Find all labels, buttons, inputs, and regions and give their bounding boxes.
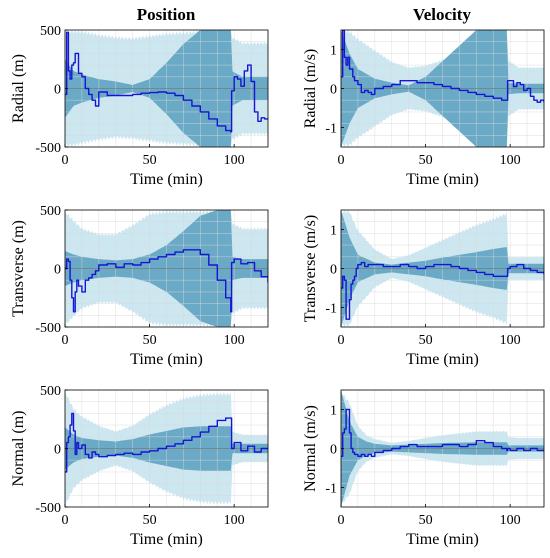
x-tick-label: 0	[338, 333, 345, 348]
column-title-velocity: Velocity	[413, 5, 471, 24]
y-tick-label: 0	[330, 83, 337, 98]
series-line	[341, 30, 544, 103]
chart-panel: 0 50 100 -1 0 1 Time (min) Transverse (m/s)	[302, 209, 545, 368]
x-tick-label: 0	[338, 513, 345, 528]
x-tick-label: 0	[338, 153, 345, 168]
plot-area	[341, 30, 544, 147]
x-tick-label: 50	[143, 513, 157, 528]
x-axis-label: Time (min)	[406, 171, 479, 188]
x-tick-label: 100	[224, 333, 245, 348]
x-tick-label: 100	[224, 513, 245, 528]
x-tick-label: 100	[500, 333, 521, 348]
x-tick-label: 50	[143, 333, 157, 348]
y-tick-label: 1	[330, 404, 337, 419]
y-tick-label: -500	[35, 501, 61, 516]
x-tick-label: 0	[62, 153, 69, 168]
y-tick-label: 0	[54, 263, 61, 278]
plot-area	[65, 390, 268, 507]
plot-area	[65, 30, 268, 147]
x-axis-label: Time (min)	[406, 351, 479, 368]
series-line	[341, 408, 544, 457]
y-tick-label: 0	[330, 263, 337, 278]
y-axis-label: Radial (m)	[10, 54, 27, 123]
x-tick-label: 100	[500, 153, 521, 168]
y-tick-label: 1	[330, 224, 337, 239]
x-axis-label: Time (min)	[130, 171, 203, 188]
y-tick-label: -1	[325, 302, 337, 317]
y-tick-label: 500	[40, 384, 61, 399]
x-axis-label: Time (min)	[130, 351, 203, 368]
y-tick-label: 1	[330, 44, 337, 59]
x-axis-label: Time (min)	[130, 531, 203, 548]
y-axis-label: Transverse (m/s)	[302, 215, 319, 322]
x-tick-label: 50	[143, 153, 157, 168]
y-tick-label: -1	[325, 122, 337, 137]
x-tick-label: 100	[500, 513, 521, 528]
y-axis-label: Normal (m/s)	[302, 405, 319, 492]
series-line	[65, 412, 268, 473]
y-tick-label: 0	[330, 443, 337, 458]
plot-area	[341, 390, 544, 507]
y-tick-label: -1	[325, 482, 337, 497]
y-tick-label: 0	[54, 443, 61, 458]
x-tick-label: 100	[224, 153, 245, 168]
y-tick-label: 500	[40, 24, 61, 39]
x-axis-label: Time (min)	[406, 531, 479, 548]
y-tick-label: 500	[40, 204, 61, 219]
x-tick-label: 50	[419, 513, 433, 528]
series-line	[341, 261, 544, 320]
y-axis-label: Normal (m)	[10, 411, 27, 487]
y-tick-label: -500	[35, 321, 61, 336]
y-tick-label: -500	[35, 141, 61, 156]
chart-panel: 0 50 100 -1 0 1 Time (min) Normal (m/s)	[302, 389, 545, 548]
x-tick-label: 50	[419, 153, 433, 168]
series-line	[65, 31, 268, 133]
y-axis-label: Radial (m/s)	[302, 49, 319, 129]
x-tick-label: 0	[62, 333, 69, 348]
chart-panel: 0 50 100 -1 0 1 Time (min) Radial (m/s)	[302, 29, 545, 188]
x-tick-label: 0	[62, 513, 69, 528]
series-line	[65, 249, 268, 313]
plot-area	[65, 210, 268, 327]
y-axis-label: Transverse (m)	[10, 220, 27, 317]
plot-area	[341, 210, 544, 327]
y-tick-label: 0	[54, 83, 61, 98]
x-tick-label: 50	[419, 333, 433, 348]
column-title-position: Position	[137, 5, 196, 24]
